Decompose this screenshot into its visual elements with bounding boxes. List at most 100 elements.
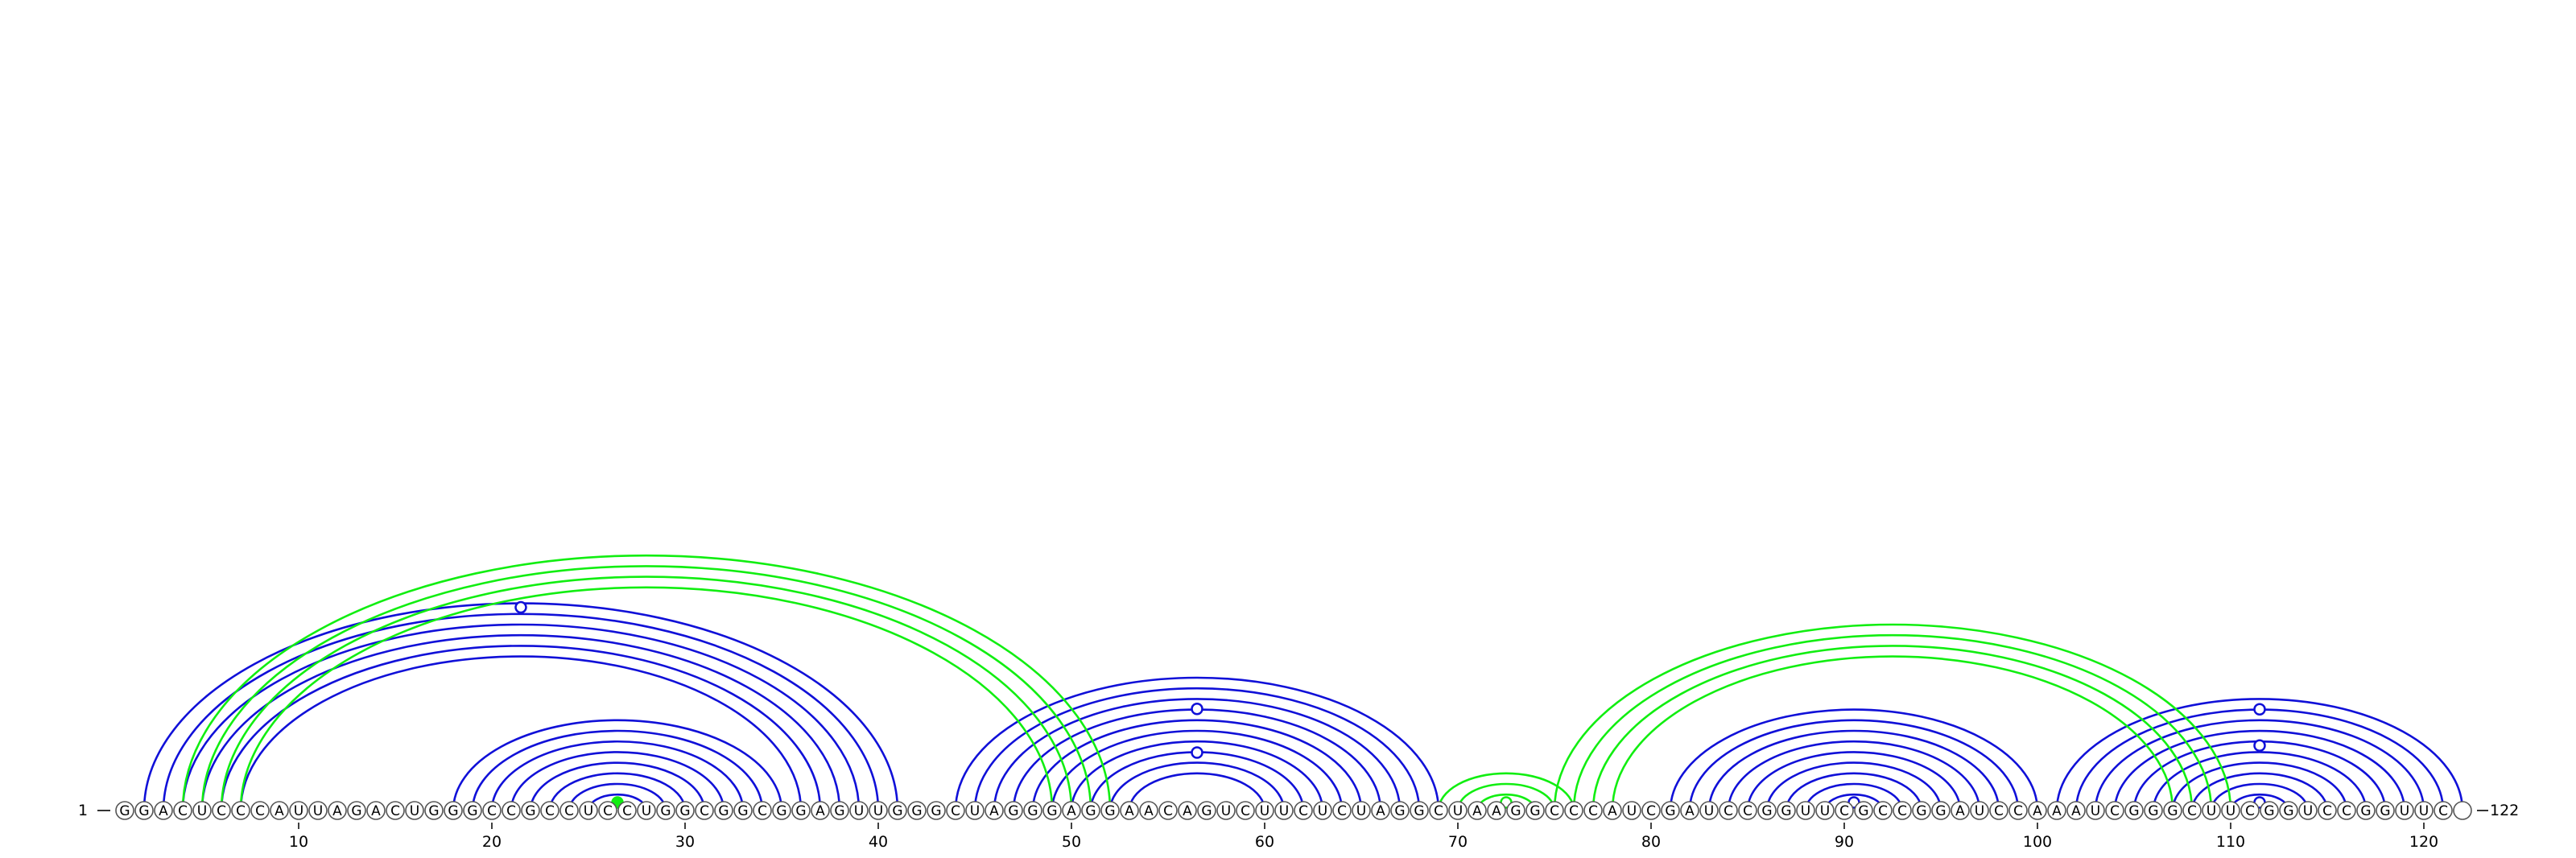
blue-arc-46-67	[993, 698, 1402, 811]
nucleotide-letter: A	[159, 803, 168, 819]
nucleotide-circle	[1468, 801, 1487, 820]
nucleotide-letter: C	[1569, 803, 1579, 819]
position-ticks: 10 20 30 40 50 60 70 80 90 100 110 120	[289, 823, 2438, 851]
nucleotide-circle	[444, 801, 463, 820]
nucleotide-letter: U	[1975, 803, 1984, 819]
nucleotide-circle	[250, 801, 270, 820]
nucleotide-61: U	[1274, 801, 1294, 820]
nucleotide-letter: G	[1394, 803, 1405, 819]
nucleotide-circle	[946, 801, 965, 820]
nucleotide-11: U	[308, 801, 328, 820]
nucleotide-41: G	[888, 801, 907, 820]
nucleotide-91: G	[1854, 801, 1873, 820]
nucleotide-13: G	[347, 801, 366, 820]
nucleotide-circle	[347, 801, 366, 820]
nucleotide-circle	[502, 801, 521, 820]
nucleotide-circle	[1004, 801, 1023, 820]
nucleotide-90: C	[1835, 801, 1854, 820]
nucleotide-letter: G	[660, 803, 671, 819]
nucleotide-36: G	[791, 801, 811, 820]
nucleotide-letter: G	[1510, 803, 1521, 819]
nucleotide-letter: G	[911, 803, 922, 819]
nucleotide-letter: A	[2071, 803, 2081, 819]
nucleotide-letter: G	[776, 803, 786, 819]
nucleotide-43: G	[927, 801, 946, 820]
nucleotide-circle	[115, 801, 134, 820]
nucleotide-letter: U	[2400, 803, 2409, 819]
nucleotide-letter: G	[679, 803, 690, 819]
nucleotide-letter: G	[834, 803, 844, 819]
nucleotide-85: C	[1738, 801, 1757, 820]
nucleotide-letter: C	[506, 803, 516, 819]
blue-arc-107-116	[2171, 761, 2348, 811]
nucleotide-letter: G	[795, 803, 806, 819]
nucleotide-circle	[2105, 801, 2124, 820]
nucleotide-letter: G	[1665, 803, 1675, 819]
nucleotide-38: G	[830, 801, 849, 820]
nucleotide-circle	[1777, 801, 1796, 820]
nucleotide-111: C	[2240, 801, 2260, 820]
nucleotide-8: C	[250, 801, 270, 820]
nucleotide-100: A	[2028, 801, 2047, 820]
nucleotide-circle	[830, 801, 849, 820]
nucleotide-letter: U	[1704, 803, 1714, 819]
nucleotide-52: G	[1100, 801, 1120, 820]
nucleotide-circle	[1139, 801, 1158, 820]
nucleotide-circle	[1661, 801, 1680, 820]
blue-arc-50-63	[1070, 740, 1324, 811]
nucleotide-circle	[1216, 801, 1236, 820]
tick-label-120: 120	[2409, 833, 2438, 851]
nucleotide-letter: G	[1916, 803, 1926, 819]
nucleotide-letter: C	[487, 803, 497, 819]
nucleotide-letter: C	[1646, 803, 1656, 819]
green-arc-77-108	[1591, 645, 2194, 811]
nucleotide-circle	[1506, 801, 1525, 820]
nucleotide-31: C	[695, 801, 714, 820]
nucleotide-67: G	[1390, 801, 1410, 820]
nucleotide-89: U	[1815, 801, 1835, 820]
nucleotide-22: G	[521, 801, 540, 820]
nucleotide-letter: U	[410, 803, 419, 819]
nucleotide-letter: G	[1858, 803, 1868, 819]
nucleotide-letter: C	[2438, 803, 2448, 819]
nucleotide-letter: U	[2091, 803, 2100, 819]
nucleotide-letter: A	[1144, 803, 1154, 819]
nucleotide-letter: C	[236, 803, 246, 819]
blue-arc-45-68	[973, 687, 1421, 811]
nucleotide-112: G	[2260, 801, 2279, 820]
nucleotide-letter: C	[2245, 803, 2255, 819]
nucleotide-circle	[1178, 801, 1197, 820]
nucleotide-circle	[2086, 801, 2105, 820]
tick-label-10: 10	[289, 833, 308, 851]
nucleotide-letter: C	[1550, 803, 1559, 819]
green-arc-6-50	[220, 575, 1073, 811]
nucleotide-circle	[2414, 801, 2434, 820]
nucleotide-circle	[1603, 801, 1622, 820]
nucleotide-letter: U	[1221, 803, 1231, 819]
nucleotide-circle	[154, 801, 173, 820]
nucleotide-circle	[1525, 801, 1545, 820]
nucleotide-circle	[1081, 801, 1100, 820]
nucleotide-letter: C	[2187, 803, 2197, 819]
nucleotide-circle	[753, 801, 772, 820]
nucleotide-3: A	[154, 801, 173, 820]
nucleotide-115: C	[2318, 801, 2337, 820]
nucleotide-letter: U	[1627, 803, 1637, 819]
blue-arc-84-97	[1727, 740, 1981, 811]
nucleotide-letter: G	[119, 803, 130, 819]
nucleotide-25: U	[579, 801, 598, 820]
nucleotide-letter: G	[2283, 803, 2293, 819]
nucleotide-circle	[1274, 801, 1294, 820]
nucleotide-circle	[1699, 801, 1719, 820]
nucleotide-79: U	[1622, 801, 1641, 820]
nucleotide-46: A	[985, 801, 1004, 820]
nucleotide-circle	[270, 801, 289, 820]
nucleotide-circle	[2047, 801, 2066, 820]
nucleotide-letter: G	[448, 803, 458, 819]
nucleotide-65: U	[1352, 801, 1371, 820]
nucleotide-letter: U	[313, 803, 323, 819]
nucleotide-103: U	[2086, 801, 2105, 820]
nucleotide-circle	[1255, 801, 1274, 820]
nucleotide-78: A	[1603, 801, 1622, 820]
nucleotide-92: C	[1873, 801, 1893, 820]
